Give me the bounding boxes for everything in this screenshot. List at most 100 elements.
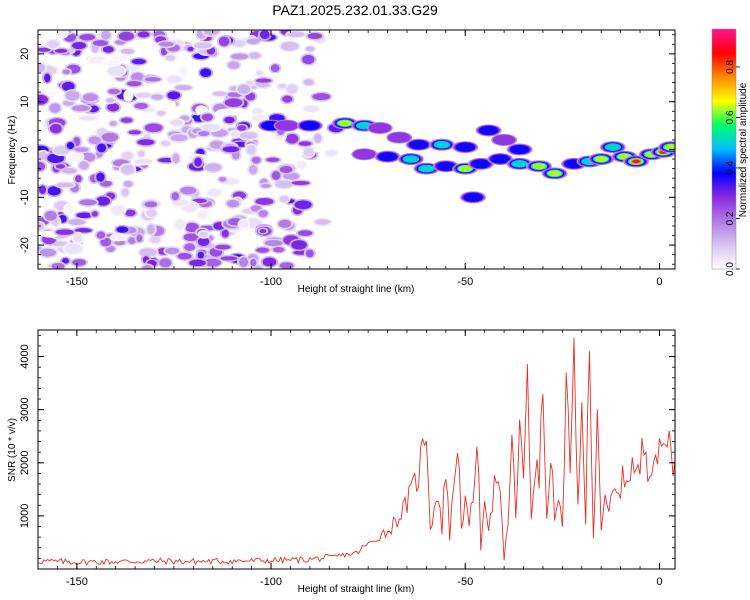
- colorbar-frame: [711, 28, 737, 270]
- noise-blob: [72, 105, 90, 112]
- noise-blob: [202, 123, 220, 131]
- noise-blob: [38, 94, 48, 105]
- noise-blob: [92, 40, 108, 46]
- noise-blob: [43, 232, 58, 237]
- noise-blob: [231, 131, 239, 138]
- noise-blob: [262, 130, 270, 137]
- signal-contour: [368, 122, 392, 134]
- signal-contour: [478, 125, 499, 135]
- noise-blob: [74, 228, 92, 233]
- noise-blob: [170, 134, 188, 142]
- noise-blob: [53, 145, 70, 155]
- noise-blob: [271, 171, 281, 180]
- noise-blob: [114, 240, 126, 246]
- noise-blob: [72, 41, 87, 50]
- noise-blob: [303, 105, 319, 112]
- noise-blob: [109, 121, 117, 126]
- noise-blob: [49, 103, 61, 113]
- spectrogram-y-tick-label: 20: [19, 48, 31, 60]
- noise-blob: [192, 198, 207, 204]
- signal-contour: [455, 142, 476, 152]
- noise-blob: [222, 146, 239, 153]
- noise-blob: [135, 159, 153, 164]
- noise-blob: [273, 246, 285, 253]
- noise-blob: [314, 133, 322, 143]
- noise-blob: [172, 153, 180, 164]
- signal-contour: [458, 165, 473, 172]
- figure-title: PAZ1.2025.232.01.33.G29: [272, 2, 438, 18]
- noise-blob: [103, 175, 121, 180]
- noise-blob: [125, 91, 132, 101]
- noise-blob: [136, 93, 152, 98]
- noise-blob: [180, 186, 197, 195]
- signal-contour: [594, 155, 608, 163]
- snr-y-tick-label: 4000: [19, 344, 31, 368]
- noise-blob: [116, 226, 129, 233]
- noise-blob: [194, 42, 212, 49]
- noise-blob: [167, 75, 182, 83]
- noise-blob: [305, 249, 314, 258]
- noise-blob: [139, 248, 157, 257]
- noise-blob: [279, 166, 293, 173]
- spectrogram-x-tick-label: -100: [260, 276, 282, 288]
- noise-blob: [189, 259, 206, 267]
- noise-blob: [126, 81, 142, 87]
- signal-contour: [300, 121, 320, 131]
- noise-blobs: [38, 30, 346, 269]
- signal-contour: [433, 140, 451, 149]
- noise-blob: [79, 34, 96, 41]
- noise-blob: [256, 247, 269, 253]
- noise-blob: [280, 195, 289, 203]
- noise-blob: [174, 85, 192, 91]
- noise-blob: [38, 63, 45, 73]
- noise-blob: [291, 180, 310, 185]
- noise-blob: [280, 41, 299, 51]
- signal-contour: [418, 164, 435, 173]
- noise-blob: [252, 114, 268, 123]
- noise-blob: [56, 182, 74, 188]
- noise-blob: [49, 123, 62, 134]
- noise-blob: [312, 93, 331, 101]
- noise-blob: [62, 69, 71, 75]
- noise-blob: [79, 199, 97, 206]
- noise-blob: [260, 183, 271, 188]
- snr-x-tick-label: -50: [457, 576, 473, 588]
- noise-blob: [111, 205, 125, 215]
- noise-blob: [194, 157, 202, 167]
- noise-blob: [65, 90, 80, 101]
- noise-blob: [123, 181, 133, 188]
- noise-blob: [149, 236, 161, 244]
- noise-blob: [79, 161, 89, 170]
- noise-blob: [221, 229, 229, 238]
- noise-blob: [96, 196, 111, 206]
- noise-blob: [246, 38, 260, 45]
- noise-blob: [138, 150, 145, 157]
- noise-blob: [232, 30, 248, 37]
- noise-blob: [246, 144, 256, 155]
- noise-blob: [157, 110, 166, 116]
- noise-blob: [217, 110, 234, 117]
- noise-blob: [291, 240, 307, 250]
- noise-blob: [118, 31, 134, 41]
- spectrogram-y-axis-label: Frequency (Hz): [7, 116, 18, 185]
- noise-blob: [121, 151, 134, 160]
- noise-blob: [136, 234, 143, 243]
- noise-blob: [286, 84, 298, 94]
- noise-blob: [215, 244, 231, 250]
- noise-blob: [218, 36, 230, 47]
- spectrogram-y-tick-label: -10: [19, 189, 31, 205]
- snr-x-tick-label: 0: [656, 576, 662, 588]
- spectrogram-y-tick-label: 0: [19, 146, 31, 152]
- noise-blob: [107, 103, 120, 112]
- noise-blob: [128, 237, 137, 244]
- noise-blob: [97, 143, 107, 153]
- noise-blob: [141, 265, 153, 269]
- noise-blob: [237, 125, 247, 131]
- noise-blob: [151, 94, 163, 100]
- signal-contour: [511, 160, 528, 168]
- noise-blob: [282, 95, 293, 103]
- snr-series-line: [38, 337, 675, 566]
- noise-blob: [165, 247, 180, 255]
